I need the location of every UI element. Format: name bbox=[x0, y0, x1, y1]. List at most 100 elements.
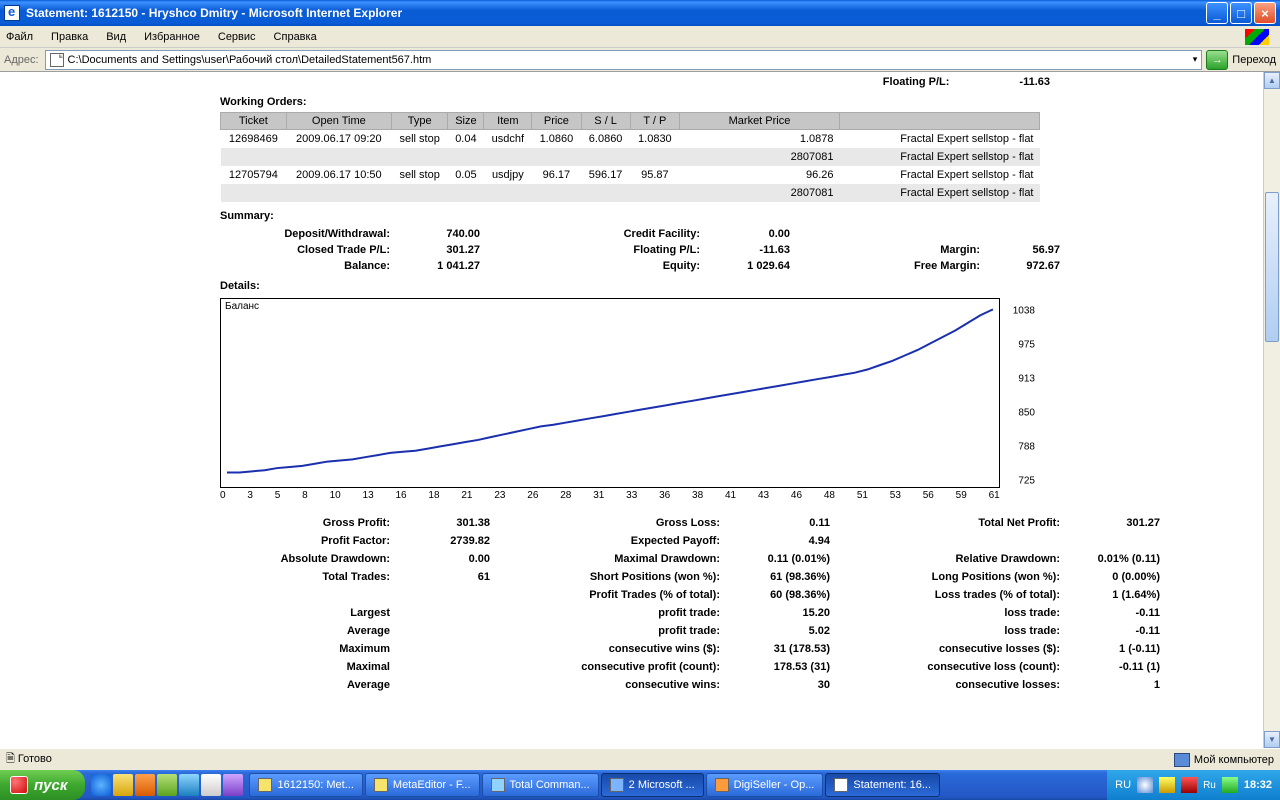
taskbar-button[interactable]: Statement: 16... bbox=[825, 773, 940, 797]
menu-file[interactable]: Файл bbox=[6, 31, 33, 43]
task-app-icon bbox=[834, 778, 848, 792]
tray-ru[interactable]: Ru bbox=[1203, 780, 1216, 791]
details-value bbox=[830, 625, 870, 637]
cell bbox=[286, 184, 391, 202]
details-value bbox=[490, 517, 530, 529]
menu-service[interactable]: Сервис bbox=[218, 31, 256, 43]
xtick: 61 bbox=[989, 490, 1000, 501]
cell: 12698469 bbox=[221, 130, 287, 149]
tray-network-icon[interactable] bbox=[1137, 777, 1153, 793]
summary-value: 0.00 bbox=[700, 228, 790, 240]
details-value: 0.11 bbox=[720, 517, 830, 529]
details-label: loss trade: bbox=[870, 625, 1060, 637]
xtick: 28 bbox=[560, 490, 571, 501]
xtick: 51 bbox=[857, 490, 868, 501]
ytick: 1038 bbox=[1013, 306, 1035, 317]
menu-help[interactable]: Справка bbox=[274, 31, 317, 43]
summary-value bbox=[790, 228, 850, 240]
document-icon bbox=[50, 53, 64, 67]
details-value: 30 bbox=[720, 679, 830, 691]
details-label: consecutive losses: bbox=[870, 679, 1060, 691]
scroll-thumb[interactable] bbox=[1265, 192, 1279, 342]
summary-grid: Deposit/Withdrawal:740.00Credit Facility… bbox=[220, 228, 1060, 272]
cell: Fractal Expert sellstop - flat bbox=[840, 166, 1040, 184]
details-value bbox=[390, 607, 490, 619]
table-row: 2807081Fractal Expert sellstop - flat bbox=[221, 184, 1040, 202]
orders-col-1: Open Time bbox=[286, 113, 391, 130]
vertical-scrollbar[interactable]: ▲ ▼ bbox=[1263, 72, 1280, 748]
menu-edit[interactable]: Правка bbox=[51, 31, 88, 43]
task-app-icon bbox=[258, 778, 272, 792]
ql-app3-icon[interactable] bbox=[179, 774, 199, 796]
ql-explorer-icon[interactable] bbox=[113, 774, 133, 796]
taskbar-button[interactable]: MetaEditor - F... bbox=[365, 773, 480, 797]
tray-clock[interactable]: 18:32 bbox=[1244, 779, 1272, 791]
details-label: Expected Payoff: bbox=[530, 535, 720, 547]
scroll-up-icon[interactable]: ▲ bbox=[1264, 72, 1280, 89]
cell bbox=[221, 184, 287, 202]
minimize-button[interactable]: _ bbox=[1206, 2, 1228, 24]
details-label bbox=[870, 535, 1060, 547]
details-label: Short Positions (won %): bbox=[530, 571, 720, 583]
address-dropdown-icon[interactable]: ▾ bbox=[1193, 54, 1198, 65]
task-label: Statement: 16... bbox=[853, 779, 931, 791]
details-value bbox=[390, 643, 490, 655]
details-value: 5.02 bbox=[720, 625, 830, 637]
ql-app-icon[interactable] bbox=[135, 774, 155, 796]
menu-favorites[interactable]: Избранное bbox=[144, 31, 200, 43]
tray-shield-icon[interactable] bbox=[1159, 777, 1175, 793]
details-value bbox=[490, 607, 530, 619]
task-label: MetaEditor - F... bbox=[393, 779, 471, 791]
cell: Fractal Expert sellstop - flat bbox=[840, 184, 1040, 202]
details-value: 1 (-0.11) bbox=[1060, 643, 1160, 655]
details-value bbox=[490, 535, 530, 547]
summary-value bbox=[790, 260, 850, 272]
taskbar-button[interactable]: 1612150: Met... bbox=[249, 773, 362, 797]
taskbar-button[interactable]: 2 Microsoft ... bbox=[601, 773, 704, 797]
tray-lang[interactable]: RU bbox=[1115, 779, 1131, 791]
details-value bbox=[490, 643, 530, 655]
start-button[interactable]: пуск bbox=[0, 770, 85, 800]
details-label: Average bbox=[220, 625, 390, 637]
ql-app2-icon[interactable] bbox=[157, 774, 177, 796]
details-value bbox=[830, 517, 870, 529]
ytick: 850 bbox=[1018, 408, 1035, 419]
details-label: Absolute Drawdown: bbox=[220, 553, 390, 565]
cell: 95.87 bbox=[630, 166, 679, 184]
close-button[interactable]: × bbox=[1254, 2, 1276, 24]
tray-k-icon[interactable] bbox=[1181, 777, 1197, 793]
status-text: 🗎 Готово bbox=[6, 750, 52, 769]
task-app-icon bbox=[491, 778, 505, 792]
scroll-down-icon[interactable]: ▼ bbox=[1264, 731, 1280, 748]
ql-app4-icon[interactable] bbox=[223, 774, 243, 796]
floating-pl-value: -11.63 bbox=[1019, 76, 1050, 88]
task-label: Total Comman... bbox=[510, 779, 590, 791]
summary-value: -11.63 bbox=[700, 244, 790, 256]
menu-view[interactable]: Вид bbox=[106, 31, 126, 43]
ql-ie-icon[interactable] bbox=[91, 774, 111, 796]
xtick: 18 bbox=[428, 490, 439, 501]
tray-vol-icon[interactable] bbox=[1222, 777, 1238, 793]
details-label: Gross Profit: bbox=[220, 517, 390, 529]
go-button[interactable]: → bbox=[1206, 50, 1228, 70]
cell: 2009.06.17 09:20 bbox=[286, 130, 391, 149]
summary-value: 56.97 bbox=[980, 244, 1060, 256]
taskbar-button[interactable]: DigiSeller - Op... bbox=[706, 773, 824, 797]
details-value bbox=[390, 589, 490, 601]
xtick: 26 bbox=[527, 490, 538, 501]
window-title: Statement: 1612150 - Hryshco Dmitry - Mi… bbox=[26, 6, 402, 20]
ql-desktop-icon[interactable] bbox=[201, 774, 221, 796]
xtick: 38 bbox=[692, 490, 703, 501]
cell bbox=[581, 184, 630, 202]
summary-label: Margin: bbox=[850, 244, 980, 256]
cell bbox=[448, 184, 484, 202]
details-value: 301.38 bbox=[390, 517, 490, 529]
taskbar-button[interactable]: Total Comman... bbox=[482, 773, 599, 797]
maximize-button[interactable]: □ bbox=[1230, 2, 1252, 24]
go-label: Переход bbox=[1232, 54, 1276, 66]
address-input[interactable]: C:\Documents and Settings\user\Рабочий с… bbox=[45, 50, 1203, 70]
summary-label: Equity: bbox=[540, 260, 700, 272]
summary-title: Summary: bbox=[220, 210, 1060, 222]
task-label: 2 Microsoft ... bbox=[629, 779, 695, 791]
details-label: Average bbox=[220, 679, 390, 691]
